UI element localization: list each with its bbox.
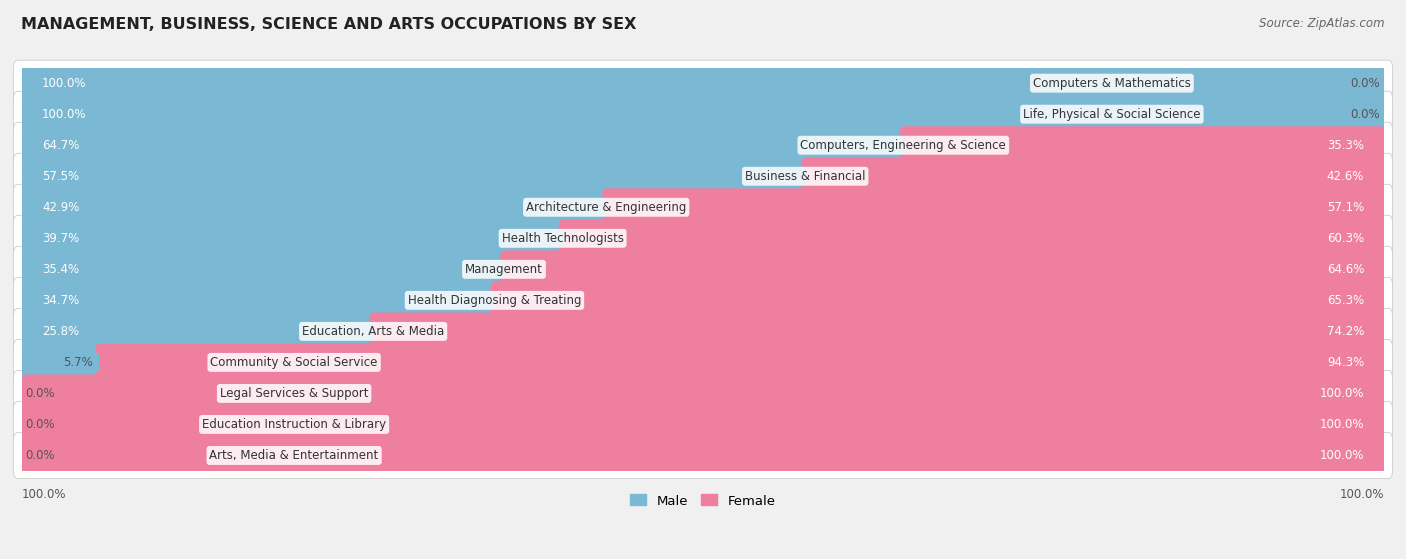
- Text: 100.0%: 100.0%: [1319, 449, 1364, 462]
- FancyBboxPatch shape: [21, 64, 1385, 102]
- FancyBboxPatch shape: [484, 260, 503, 279]
- FancyBboxPatch shape: [21, 375, 1385, 413]
- FancyBboxPatch shape: [606, 198, 627, 217]
- Text: Business & Financial: Business & Financial: [745, 170, 866, 183]
- FancyBboxPatch shape: [586, 198, 606, 217]
- FancyBboxPatch shape: [14, 122, 1392, 168]
- Text: 0.0%: 0.0%: [1351, 108, 1381, 121]
- FancyBboxPatch shape: [491, 281, 1385, 319]
- FancyBboxPatch shape: [79, 353, 100, 372]
- FancyBboxPatch shape: [801, 157, 1386, 195]
- FancyBboxPatch shape: [21, 250, 508, 288]
- Text: Management: Management: [465, 263, 543, 276]
- FancyBboxPatch shape: [903, 136, 924, 155]
- Text: 100.0%: 100.0%: [42, 77, 87, 89]
- Text: MANAGEMENT, BUSINESS, SCIENCE AND ARTS OCCUPATIONS BY SEX: MANAGEMENT, BUSINESS, SCIENCE AND ARTS O…: [21, 17, 637, 32]
- Text: Community & Social Service: Community & Social Service: [211, 356, 378, 369]
- Text: 25.8%: 25.8%: [42, 325, 79, 338]
- Text: Education, Arts & Media: Education, Arts & Media: [302, 325, 444, 338]
- FancyBboxPatch shape: [14, 277, 1392, 323]
- FancyBboxPatch shape: [495, 291, 515, 310]
- FancyBboxPatch shape: [14, 184, 1392, 230]
- FancyBboxPatch shape: [602, 188, 1385, 226]
- Text: Computers & Mathematics: Computers & Mathematics: [1033, 77, 1191, 89]
- FancyBboxPatch shape: [21, 343, 103, 381]
- FancyBboxPatch shape: [21, 437, 1385, 475]
- Text: Computers, Engineering & Science: Computers, Engineering & Science: [800, 139, 1007, 151]
- Text: Legal Services & Support: Legal Services & Support: [219, 387, 368, 400]
- Text: 42.6%: 42.6%: [1327, 170, 1364, 183]
- FancyBboxPatch shape: [14, 247, 1392, 292]
- Text: 57.5%: 57.5%: [42, 170, 79, 183]
- Text: 0.0%: 0.0%: [25, 449, 55, 462]
- FancyBboxPatch shape: [806, 167, 825, 186]
- FancyBboxPatch shape: [100, 353, 120, 372]
- Text: Life, Physical & Social Science: Life, Physical & Social Science: [1024, 108, 1201, 121]
- FancyBboxPatch shape: [21, 188, 610, 226]
- Legend: Male, Female: Male, Female: [626, 489, 780, 513]
- Text: Health Technologists: Health Technologists: [502, 232, 624, 245]
- Text: Health Diagnosing & Treating: Health Diagnosing & Treating: [408, 294, 581, 307]
- FancyBboxPatch shape: [503, 260, 524, 279]
- FancyBboxPatch shape: [96, 343, 1385, 381]
- FancyBboxPatch shape: [14, 339, 1392, 385]
- FancyBboxPatch shape: [21, 219, 567, 257]
- Text: 100.0%: 100.0%: [1340, 488, 1385, 501]
- Text: 42.9%: 42.9%: [42, 201, 79, 214]
- Text: 35.3%: 35.3%: [1327, 139, 1364, 151]
- FancyBboxPatch shape: [562, 229, 583, 248]
- Text: 0.0%: 0.0%: [25, 418, 55, 431]
- Text: 64.7%: 64.7%: [42, 139, 79, 151]
- FancyBboxPatch shape: [21, 95, 1385, 133]
- FancyBboxPatch shape: [14, 153, 1392, 199]
- Text: 74.2%: 74.2%: [1327, 325, 1364, 338]
- FancyBboxPatch shape: [501, 250, 1385, 288]
- FancyBboxPatch shape: [21, 312, 377, 350]
- Text: 0.0%: 0.0%: [1351, 77, 1381, 89]
- FancyBboxPatch shape: [14, 433, 1392, 479]
- FancyBboxPatch shape: [14, 60, 1392, 106]
- Text: 34.7%: 34.7%: [42, 294, 79, 307]
- FancyBboxPatch shape: [14, 371, 1392, 416]
- FancyBboxPatch shape: [21, 126, 907, 164]
- Text: 100.0%: 100.0%: [1319, 387, 1364, 400]
- FancyBboxPatch shape: [353, 322, 373, 341]
- FancyBboxPatch shape: [370, 312, 1385, 350]
- FancyBboxPatch shape: [21, 157, 810, 195]
- FancyBboxPatch shape: [14, 309, 1392, 354]
- Text: Education Instruction & Library: Education Instruction & Library: [202, 418, 387, 431]
- Text: Arts, Media & Entertainment: Arts, Media & Entertainment: [209, 449, 378, 462]
- Text: 60.3%: 60.3%: [1327, 232, 1364, 245]
- FancyBboxPatch shape: [21, 405, 1385, 443]
- FancyBboxPatch shape: [883, 136, 903, 155]
- Text: 39.7%: 39.7%: [42, 232, 79, 245]
- FancyBboxPatch shape: [14, 91, 1392, 137]
- Text: 100.0%: 100.0%: [1319, 418, 1364, 431]
- FancyBboxPatch shape: [558, 219, 1385, 257]
- FancyBboxPatch shape: [14, 215, 1392, 261]
- FancyBboxPatch shape: [14, 401, 1392, 447]
- Text: 5.7%: 5.7%: [63, 356, 93, 369]
- Text: 94.3%: 94.3%: [1327, 356, 1364, 369]
- FancyBboxPatch shape: [21, 281, 499, 319]
- Text: 0.0%: 0.0%: [25, 387, 55, 400]
- Text: 65.3%: 65.3%: [1327, 294, 1364, 307]
- Text: 100.0%: 100.0%: [21, 488, 66, 501]
- Text: 100.0%: 100.0%: [42, 108, 87, 121]
- Text: Architecture & Engineering: Architecture & Engineering: [526, 201, 686, 214]
- FancyBboxPatch shape: [373, 322, 394, 341]
- Text: 35.4%: 35.4%: [42, 263, 79, 276]
- Text: Source: ZipAtlas.com: Source: ZipAtlas.com: [1260, 17, 1385, 30]
- FancyBboxPatch shape: [543, 229, 562, 248]
- FancyBboxPatch shape: [474, 291, 495, 310]
- FancyBboxPatch shape: [785, 167, 806, 186]
- Text: 64.6%: 64.6%: [1327, 263, 1364, 276]
- Text: 57.1%: 57.1%: [1327, 201, 1364, 214]
- FancyBboxPatch shape: [900, 126, 1385, 164]
